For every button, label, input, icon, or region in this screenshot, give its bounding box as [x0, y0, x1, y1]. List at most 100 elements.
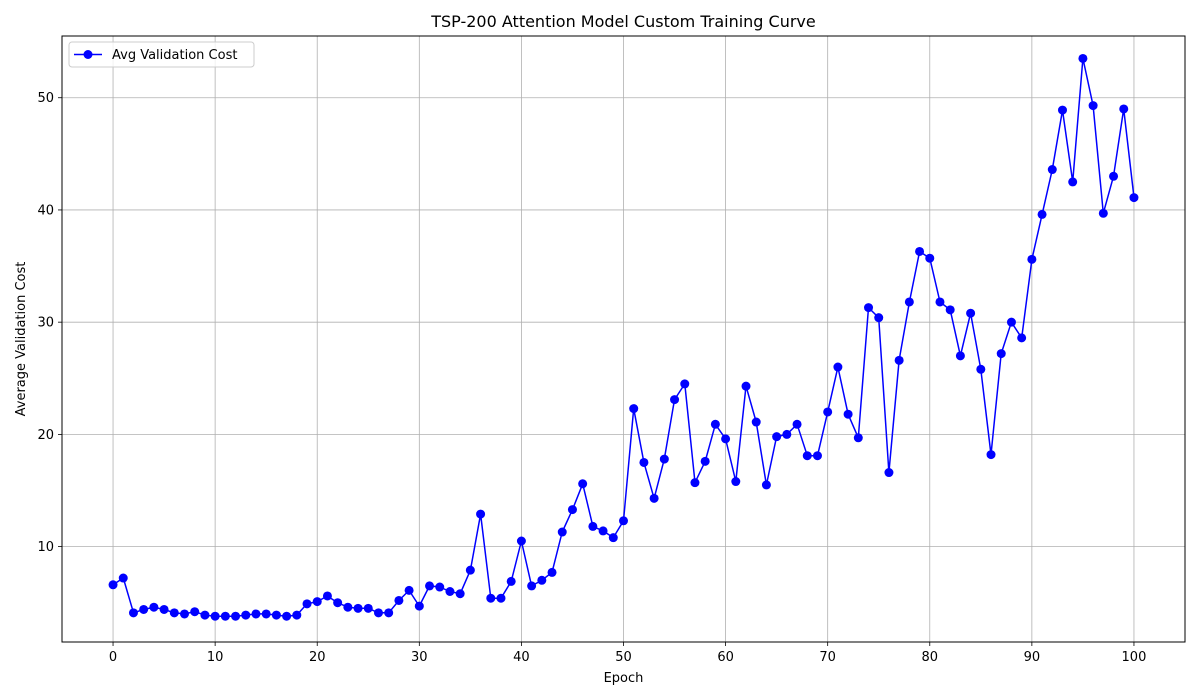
series-layer	[108, 53, 1139, 621]
data-point	[231, 611, 241, 621]
data-point	[425, 581, 435, 591]
data-point	[567, 505, 577, 515]
data-point	[833, 362, 843, 372]
data-point	[384, 608, 394, 618]
x-tick-label: 80	[921, 650, 938, 665]
data-point	[629, 404, 639, 414]
data-point	[251, 609, 261, 619]
y-axis: 10 20 30 40 50	[37, 91, 62, 555]
data-point	[1037, 209, 1047, 219]
legend-box	[68, 41, 255, 68]
data-point	[1109, 171, 1119, 181]
data-point	[476, 509, 486, 519]
data-point	[547, 567, 557, 577]
x-tick-label: 10	[207, 650, 224, 665]
data-point	[363, 603, 373, 613]
data-point	[445, 587, 455, 596]
data-point	[139, 604, 149, 614]
data-point	[680, 379, 690, 389]
data-point	[557, 527, 567, 537]
data-point	[1068, 177, 1078, 187]
legend-marker	[83, 50, 93, 59]
data-point	[782, 429, 792, 439]
y-tick-label: 10	[37, 540, 54, 555]
y-tick-label: 30	[37, 316, 54, 331]
data-point	[1057, 105, 1067, 115]
data-point	[721, 434, 731, 444]
data-point	[394, 595, 404, 605]
data-point	[843, 409, 853, 419]
data-point	[404, 585, 414, 595]
data-point	[731, 477, 741, 487]
data-point	[823, 407, 833, 417]
data-point	[894, 355, 904, 365]
data-point	[241, 610, 251, 620]
data-point	[649, 493, 659, 503]
y-tick-label: 20	[37, 428, 54, 443]
data-point	[884, 468, 894, 478]
data-point	[588, 521, 598, 531]
data-point	[772, 432, 782, 442]
data-point	[333, 598, 343, 608]
data-point	[261, 609, 271, 619]
data-point	[322, 591, 332, 601]
data-point	[1129, 193, 1139, 203]
data-point	[435, 582, 445, 592]
data-point	[935, 297, 945, 307]
grid	[62, 36, 1185, 642]
x-axis: 0 10 20 30 40 50 60 70 80 90 100	[109, 642, 1146, 665]
data-point	[343, 602, 353, 612]
data-point	[190, 607, 200, 617]
x-tick-label: 70	[819, 650, 836, 665]
data-point	[496, 593, 506, 603]
data-point	[976, 364, 986, 374]
data-point	[925, 253, 935, 263]
x-tick-label: 50	[615, 650, 632, 665]
data-point	[792, 419, 802, 429]
data-point	[169, 608, 179, 618]
data-point	[741, 381, 751, 391]
data-point	[1027, 254, 1037, 264]
data-point	[670, 395, 680, 405]
data-point	[200, 610, 210, 620]
data-point	[802, 451, 812, 461]
data-point	[659, 454, 669, 464]
y-tick-label: 40	[37, 203, 54, 218]
data-point	[1078, 53, 1088, 63]
data-point	[986, 450, 996, 460]
data-point	[220, 611, 230, 621]
y-tick-label: 50	[37, 91, 54, 106]
data-point	[414, 601, 424, 611]
data-point	[302, 599, 312, 609]
data-point	[639, 457, 649, 467]
data-point	[527, 581, 537, 591]
data-point	[118, 573, 128, 583]
data-point	[945, 305, 955, 315]
x-tick-label: 100	[1122, 650, 1147, 665]
x-tick-label: 60	[717, 650, 734, 665]
data-point	[180, 609, 190, 619]
x-axis-label: Epoch	[604, 671, 644, 686]
data-point	[210, 611, 220, 621]
data-point	[312, 597, 322, 607]
data-point	[608, 533, 618, 543]
data-point	[1006, 317, 1016, 327]
data-point	[159, 604, 169, 614]
data-point	[373, 608, 383, 618]
data-point	[915, 246, 925, 256]
data-point	[271, 610, 281, 620]
x-tick-label: 90	[1024, 650, 1041, 665]
x-tick-label: 40	[513, 650, 530, 665]
data-point	[486, 593, 496, 603]
data-point	[904, 297, 914, 307]
data-point	[1047, 165, 1057, 175]
data-point	[149, 602, 159, 612]
data-point	[812, 451, 822, 461]
x-tick-label: 0	[109, 650, 117, 665]
data-point	[465, 565, 475, 575]
chart-title: TSP-200 Attention Model Custom Training …	[430, 12, 815, 31]
data-point	[506, 576, 516, 586]
data-point	[874, 313, 884, 323]
data-point	[955, 351, 965, 361]
